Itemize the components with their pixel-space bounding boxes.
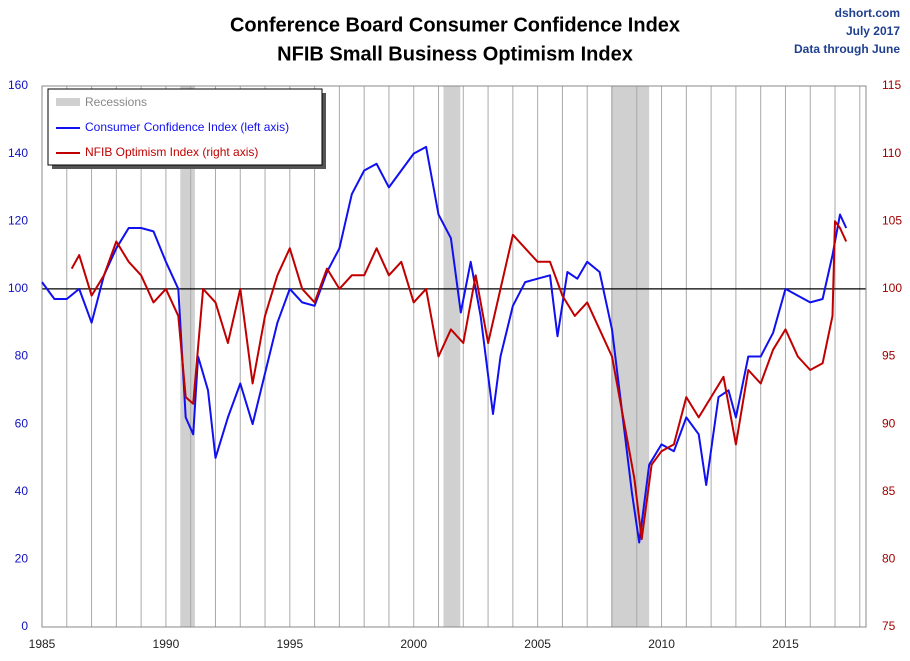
recession-band (443, 86, 461, 627)
y2-tick-label: 100 (882, 281, 902, 295)
y-tick-label: 0 (21, 619, 28, 633)
y-tick-label: 40 (15, 484, 29, 498)
x-tick-label: 2000 (400, 637, 427, 651)
legend: Recessions Consumer Confidence Index (lef… (47, 88, 326, 169)
x-tick-label: 1995 (276, 637, 303, 651)
x-tick-label: 2015 (772, 637, 799, 651)
y2-tick-label: 80 (882, 552, 896, 566)
y-tick-label: 120 (8, 213, 28, 227)
legend-label: Consumer Confidence Index (left axis) (85, 120, 289, 134)
annotation: July 2017 (846, 24, 900, 38)
data-line (41, 145, 848, 544)
recession-band (180, 86, 195, 627)
legend-box (47, 88, 323, 166)
recession-band (610, 86, 650, 627)
x-tick-label: 2005 (524, 637, 551, 651)
y2-tick-label: 95 (882, 349, 896, 363)
legend-swatch (56, 98, 80, 106)
y-tick-label: 140 (8, 146, 28, 160)
x-tick-label: 1990 (153, 637, 180, 651)
annotation: Data through June (794, 42, 900, 56)
x-tick-label: 2010 (648, 637, 675, 651)
x-tick-label: 1985 (29, 637, 56, 651)
y2-tick-label: 115 (882, 78, 901, 92)
legend-label: NFIB Optimism Index (right axis) (85, 145, 258, 159)
y2-tick-label: 105 (882, 213, 902, 227)
y-tick-label: 80 (15, 349, 29, 363)
data-line (70, 220, 848, 541)
y-tick-label: 100 (8, 281, 28, 295)
y2-tick-label: 85 (882, 484, 896, 498)
y2-tick-label: 90 (882, 416, 896, 430)
plot-border (41, 85, 867, 628)
legend-label: Recessions (85, 95, 147, 109)
y-tick-label: 60 (15, 416, 29, 430)
y-tick-label: 160 (8, 78, 28, 92)
y2-tick-label: 75 (882, 619, 896, 633)
y2-tick-label: 110 (882, 146, 901, 160)
y-tick-label: 20 (15, 552, 29, 566)
chart-subtitle: NFIB Small Business Optimism Index (277, 43, 633, 65)
chart-title: Conference Board Consumer Confidence Ind… (230, 14, 680, 36)
annotation: dshort.com (835, 6, 900, 20)
